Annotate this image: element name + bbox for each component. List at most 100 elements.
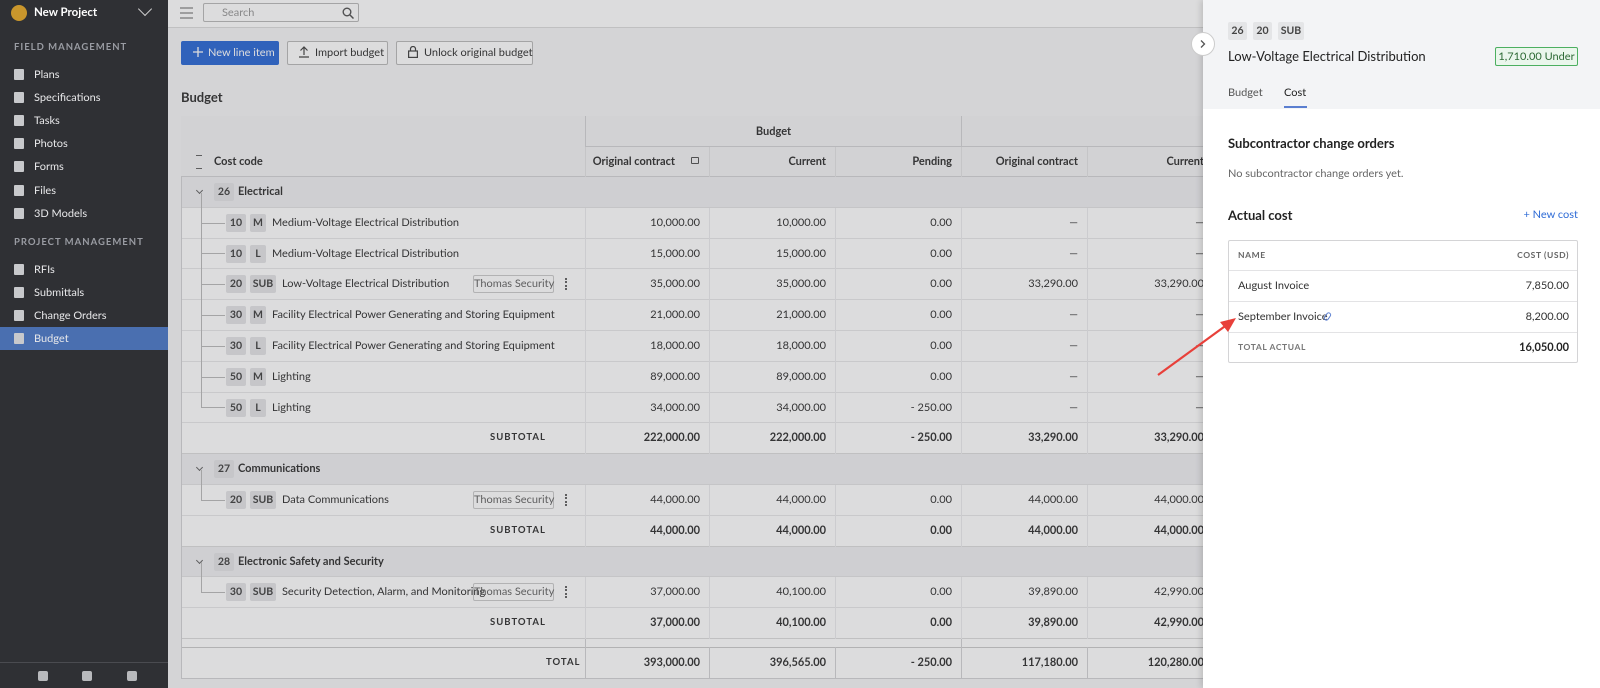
nav-item[interactable]: RFIs xyxy=(34,262,55,276)
tab-underline xyxy=(1284,106,1307,108)
panel-badge: 26 xyxy=(1228,22,1247,40)
new-line-item-button[interactable] xyxy=(181,41,279,65)
search-box[interactable] xyxy=(203,3,359,22)
cost-value: 7,850.00 xyxy=(1525,279,1569,292)
cost-code-badge: 10 xyxy=(226,244,246,263)
row-menu[interactable] xyxy=(565,586,567,599)
tree-line xyxy=(201,562,225,594)
total-actual-value: 16,050.00 xyxy=(1519,341,1569,354)
line-row xyxy=(182,300,1212,331)
line-name: Low-Voltage Electrical Distribution xyxy=(282,277,450,291)
cost-name[interactable]: August Invoice xyxy=(1238,279,1310,292)
nav-item[interactable]: Tasks xyxy=(34,114,60,128)
value-cell: 18,000.00 xyxy=(709,331,835,362)
vendor-tag[interactable]: Thomas Security xyxy=(473,275,554,294)
cost-row xyxy=(1229,270,1577,271)
subtotal-label: SUBTOTAL xyxy=(490,617,546,629)
line-row xyxy=(182,577,1212,609)
annotation-arrow xyxy=(1157,318,1236,376)
cost-row xyxy=(1229,301,1577,302)
tree-line xyxy=(201,346,225,378)
value-cell: 44,000.00 xyxy=(585,485,709,516)
budget-table xyxy=(181,116,1213,679)
value-cell: 35,000.00 xyxy=(709,269,835,301)
tree-line xyxy=(201,254,225,286)
subtotal-cell: 33,290.00 xyxy=(961,423,1087,455)
cost-name[interactable]: September Invoice xyxy=(1238,310,1328,323)
value-cell: 37,000.00 xyxy=(585,577,709,609)
nav-item[interactable]: Plans xyxy=(34,68,60,81)
value-cell: — xyxy=(1087,300,1213,331)
footer-icon[interactable] xyxy=(127,671,137,681)
panel-badge: 20 xyxy=(1253,22,1272,40)
column-header: Current xyxy=(709,147,835,177)
value-cell: 34,000.00 xyxy=(709,392,835,424)
row-menu[interactable] xyxy=(565,278,567,291)
value-cell: 15,000.00 xyxy=(585,238,709,270)
nav-item[interactable]: Specifications xyxy=(34,91,101,105)
value-cell: 34,000.00 xyxy=(585,392,709,424)
unlock-budget-button[interactable] xyxy=(396,41,533,65)
panel-tab[interactable]: Cost xyxy=(1284,86,1307,99)
value-cell: 21,000.00 xyxy=(709,300,835,331)
nav-item[interactable]: 3D Models xyxy=(34,206,88,220)
value-cell: 18,000.00 xyxy=(585,331,709,362)
nav-icon xyxy=(14,115,24,127)
sort-icon xyxy=(196,155,202,169)
close-panel-button[interactable] xyxy=(1191,32,1215,56)
group-row xyxy=(182,454,1212,485)
sidebar-footer xyxy=(0,662,168,663)
line-name: Security Detection, Alarm, and Monitorin… xyxy=(282,585,486,599)
cost-code-badge: 26 xyxy=(214,183,234,201)
vendor-tag[interactable]: Thomas Security xyxy=(473,491,554,509)
project-name[interactable]: New Project xyxy=(34,6,98,19)
panel-tab[interactable]: Budget xyxy=(1228,86,1263,99)
nav-icon xyxy=(14,263,24,275)
nav-item[interactable]: Files xyxy=(34,183,57,197)
nav-icon xyxy=(14,138,24,150)
toolbar-button-label[interactable]: Unlock original budget xyxy=(424,46,533,59)
value-cell: — xyxy=(1087,207,1213,239)
subtotal-cell: 37,000.00 xyxy=(585,608,709,639)
line-name: Facility Electrical Power Generating and… xyxy=(272,308,555,322)
search-icon xyxy=(342,7,354,19)
subtotal-cell: 222,000.00 xyxy=(585,423,709,455)
nav-icon xyxy=(14,286,24,298)
total-actual-label: TOTAL ACTUAL xyxy=(1238,342,1307,352)
nav-icon xyxy=(14,207,24,219)
vendor-tag[interactable]: Thomas Security xyxy=(473,583,554,602)
value-cell: 0.00 xyxy=(835,485,961,516)
total-row xyxy=(182,647,1212,678)
project-logo xyxy=(11,5,27,21)
nav-item[interactable]: Photos xyxy=(34,137,68,151)
cost-type-badge: M xyxy=(250,306,266,325)
value-cell: — xyxy=(1087,361,1213,393)
toolbar-button-label[interactable]: New line item xyxy=(208,46,275,59)
toolbar-button-label[interactable]: Import budget xyxy=(315,46,385,59)
nav-section-title: FIELD MANAGEMENT xyxy=(14,42,128,53)
tree-line xyxy=(201,470,225,501)
nav-item[interactable]: Submittals xyxy=(34,285,85,299)
group-row xyxy=(182,546,1212,578)
subtotal-cell: 44,000.00 xyxy=(585,515,709,547)
line-name: Lighting xyxy=(272,400,311,414)
footer-icon[interactable] xyxy=(82,671,92,681)
section-title: Actual cost xyxy=(1228,207,1293,223)
row-menu[interactable] xyxy=(565,494,567,506)
line-row xyxy=(182,331,1212,362)
new-cost-link[interactable]: + New cost xyxy=(1523,208,1578,221)
column-header: Cost code xyxy=(214,155,263,168)
footer-icon[interactable] xyxy=(38,671,48,681)
line-name: Lighting xyxy=(272,369,311,383)
value-cell: — xyxy=(961,238,1087,270)
nav-item[interactable]: Change Orders xyxy=(34,308,107,322)
nav-item[interactable]: Forms xyxy=(34,160,64,174)
subtotal-cell: 0.00 xyxy=(835,608,961,639)
nav-item[interactable]: Budget xyxy=(34,332,69,345)
total-cell: 120,280.00 xyxy=(1087,647,1213,678)
subtotal-label: SUBTOTAL xyxy=(490,432,546,444)
subtotal-cell: 33,290.00 xyxy=(1087,423,1213,455)
menu-icon[interactable] xyxy=(180,7,193,19)
actual-cost-table xyxy=(1228,240,1578,363)
empty-text: No subcontractor change orders yet. xyxy=(1228,167,1404,180)
